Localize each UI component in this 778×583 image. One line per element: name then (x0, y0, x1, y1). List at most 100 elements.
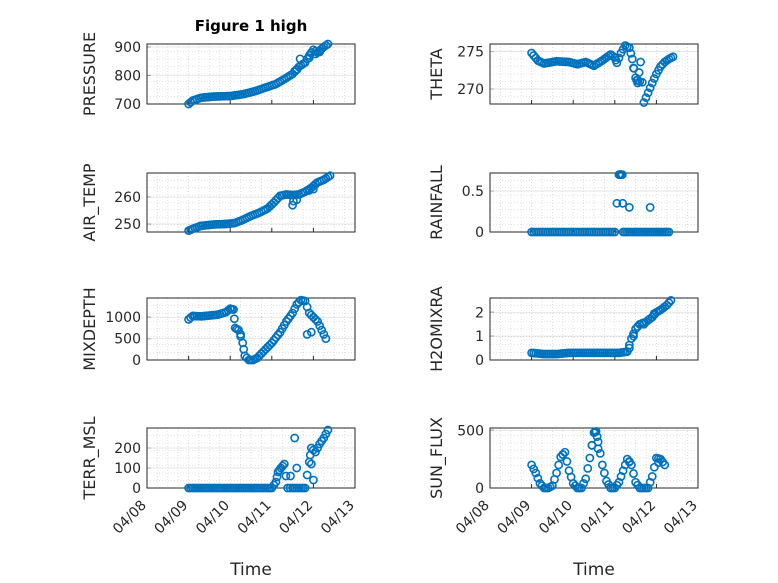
x-tick-label: 04/10 (193, 498, 233, 538)
y-tick-label: 700 (114, 97, 141, 113)
x-axis-label-left: Time (229, 560, 272, 580)
data-point (600, 468, 609, 478)
data-point (579, 478, 588, 488)
panel-3: 250 260 AIR_TEMP (80, 163, 356, 242)
x-tick-label: 04/08 (110, 498, 150, 538)
y-axis-label: AIR_TEMP (80, 163, 100, 241)
data-point (281, 471, 291, 481)
data-point (583, 463, 593, 473)
y-axis-label: SUN_FLUX (427, 417, 447, 499)
panel-4: 0 0.5 RAINFALL (427, 165, 699, 241)
data-point (649, 74, 659, 83)
data-point (668, 52, 678, 62)
data-point (552, 468, 561, 478)
data-point (317, 325, 327, 335)
panel-6: 0 1 2 H2OMIXRA (427, 286, 699, 372)
x-tick-label: 04/12 (276, 498, 316, 538)
x-tick-label: 04/10 (536, 498, 576, 538)
data-point (597, 460, 607, 470)
data-point (286, 471, 295, 481)
data-point (617, 170, 627, 180)
y-tick-label: 200 (114, 441, 141, 457)
y-axis-label: MIXDEPTH (80, 287, 99, 370)
data-point (612, 198, 622, 208)
axes-box (146, 172, 356, 233)
x-tick-label: 04/08 (453, 498, 493, 538)
data-point (591, 427, 601, 436)
data-point (645, 83, 655, 93)
data-point (626, 48, 636, 58)
data-point (639, 98, 649, 107)
y-tick-label: 800 (114, 68, 141, 84)
data-point (304, 186, 314, 195)
data-point (302, 329, 312, 339)
y-tick-label: 250 (114, 217, 141, 233)
data-point (292, 463, 302, 473)
panel-2: 270 275 THETA (427, 41, 699, 107)
data-point (323, 39, 333, 49)
data-point (558, 450, 568, 459)
y-tick-label: 275 (457, 45, 484, 61)
data-point (592, 432, 602, 442)
data-point (290, 304, 300, 314)
axes-box (489, 43, 699, 105)
data-point (292, 65, 302, 75)
x-tick-label: 04/09 (152, 498, 192, 538)
data-point (306, 327, 316, 337)
data-point (633, 78, 643, 88)
data-point (311, 314, 320, 324)
y-tick-label: 0 (475, 481, 484, 497)
x-tick-label: 04/09 (495, 498, 535, 538)
axes-box (489, 297, 699, 361)
data-point (595, 448, 605, 458)
data-point (614, 53, 624, 63)
y-tick-label: 270 (457, 82, 484, 98)
panel-1: 700 800 900 PRESSURE (80, 32, 356, 116)
data-point (271, 477, 281, 487)
y-tick-label: 260 (114, 190, 141, 206)
panel-5: 0 500 1000 MIXDEPTH (80, 287, 356, 371)
data-point (624, 343, 634, 353)
data-point (288, 308, 297, 318)
data-point (302, 470, 312, 480)
x-axis-label-right: Time (572, 560, 615, 580)
y-tick-label: 1000 (105, 310, 141, 326)
panels: 700 800 900 PRESSURE 270 275 THETA 250 260 AIR_TE… (80, 32, 701, 537)
y-tick-label: 2 (475, 305, 484, 321)
x-tick-label: 04/11 (578, 498, 618, 538)
data-point (627, 54, 637, 64)
data-point (618, 198, 628, 208)
y-tick-label: 100 (114, 461, 141, 477)
data-point (629, 469, 638, 478)
data-point (304, 53, 314, 63)
data-point (635, 77, 645, 86)
data-point (300, 483, 310, 493)
data-point (654, 458, 663, 468)
data-point (666, 295, 676, 305)
data-point (295, 54, 305, 64)
y-tick-label: 0 (132, 353, 141, 369)
data-point (308, 445, 318, 455)
data-point (229, 305, 238, 314)
y-axis-label: THETA (427, 48, 446, 100)
data-point (288, 200, 297, 210)
data-point (229, 314, 239, 324)
data-point (649, 309, 659, 318)
panel-7: 0 100 200 04/08 04/09 04/10 04/11 04/12 04/13 TER… (80, 416, 358, 537)
data-point (319, 329, 329, 339)
data-point (647, 78, 657, 88)
x-tick-label: 04/11 (235, 498, 275, 538)
data-point (292, 195, 302, 205)
data-point (223, 305, 233, 315)
data-point (612, 58, 622, 68)
x-tick-label: 04/13 (318, 498, 358, 538)
data-point (325, 171, 335, 181)
y-tick-label: 500 (457, 423, 484, 439)
data-point (664, 298, 674, 308)
data-point (306, 459, 316, 469)
data-point (554, 460, 564, 470)
y-axis-label: H2OMIXRA (427, 286, 446, 372)
data-point (633, 75, 643, 85)
data-point (639, 319, 649, 329)
data-point (236, 329, 245, 339)
